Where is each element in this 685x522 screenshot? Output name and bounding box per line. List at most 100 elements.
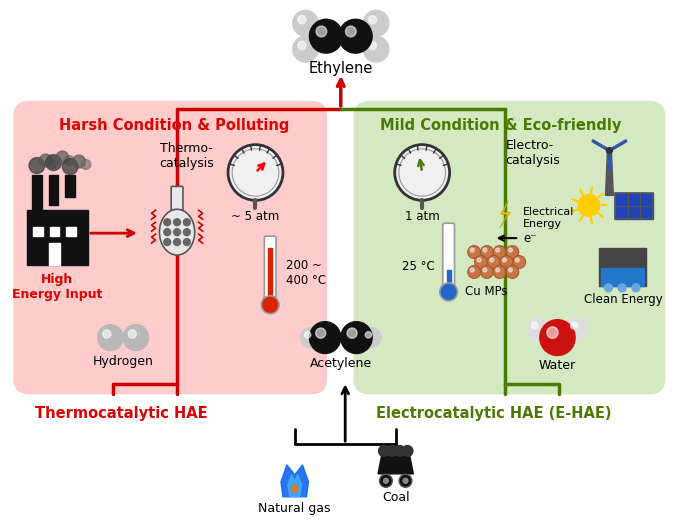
Circle shape — [477, 258, 481, 262]
Circle shape — [73, 155, 86, 168]
Text: Cu MPs: Cu MPs — [464, 285, 507, 298]
Circle shape — [363, 36, 389, 62]
Circle shape — [123, 325, 149, 350]
Circle shape — [513, 256, 525, 268]
Text: Coal: Coal — [382, 491, 410, 504]
Bar — [27, 210, 88, 265]
Circle shape — [341, 322, 372, 353]
Bar — [33, 227, 42, 236]
Circle shape — [527, 318, 549, 340]
Circle shape — [500, 256, 513, 268]
Polygon shape — [499, 200, 510, 228]
Circle shape — [301, 328, 320, 348]
Circle shape — [173, 239, 181, 245]
Circle shape — [508, 268, 512, 272]
Text: Hydrogen: Hydrogen — [92, 355, 153, 369]
Text: 25 °C: 25 °C — [402, 260, 435, 274]
Circle shape — [173, 229, 181, 235]
Text: Electrocatalytic HAE (E-HAE): Electrocatalytic HAE (E-HAE) — [376, 406, 612, 421]
Polygon shape — [292, 485, 298, 492]
Circle shape — [298, 16, 306, 24]
Bar — [32, 175, 42, 213]
Circle shape — [496, 268, 499, 272]
Circle shape — [164, 219, 171, 226]
Circle shape — [103, 330, 111, 338]
Circle shape — [316, 328, 326, 338]
Circle shape — [81, 160, 91, 170]
Circle shape — [470, 268, 474, 272]
Bar — [49, 175, 58, 205]
Circle shape — [399, 474, 412, 488]
FancyBboxPatch shape — [353, 101, 665, 394]
Text: Water: Water — [539, 360, 576, 373]
Circle shape — [515, 258, 519, 262]
Circle shape — [128, 330, 136, 338]
Text: Natural gas: Natural gas — [258, 502, 331, 515]
Circle shape — [228, 145, 283, 200]
FancyArrow shape — [608, 150, 610, 171]
Circle shape — [164, 229, 171, 235]
Circle shape — [64, 156, 74, 165]
Circle shape — [310, 19, 342, 53]
Circle shape — [506, 245, 519, 258]
Circle shape — [184, 219, 190, 226]
Circle shape — [480, 245, 493, 258]
Bar — [615, 193, 653, 219]
Circle shape — [487, 256, 500, 268]
FancyBboxPatch shape — [13, 101, 327, 394]
Circle shape — [483, 248, 487, 252]
FancyArrow shape — [609, 140, 627, 151]
Bar — [269, 248, 272, 298]
Circle shape — [347, 328, 357, 338]
Circle shape — [540, 319, 575, 355]
Circle shape — [468, 266, 480, 278]
FancyBboxPatch shape — [171, 186, 183, 210]
Circle shape — [395, 445, 405, 456]
Circle shape — [490, 258, 494, 262]
Polygon shape — [606, 150, 613, 195]
Bar — [599, 248, 646, 286]
Polygon shape — [281, 465, 308, 497]
Bar — [49, 243, 60, 265]
Text: Mild Condition & Eco-friendly: Mild Condition & Eco-friendly — [380, 118, 621, 133]
Circle shape — [298, 41, 306, 50]
Circle shape — [475, 256, 487, 268]
Circle shape — [496, 248, 499, 252]
Text: e⁻: e⁻ — [523, 232, 536, 245]
Circle shape — [547, 327, 558, 338]
Circle shape — [480, 266, 493, 278]
Circle shape — [578, 194, 599, 216]
Circle shape — [316, 26, 327, 37]
Circle shape — [56, 151, 68, 164]
Circle shape — [345, 26, 356, 37]
Bar — [447, 270, 451, 282]
Text: Ethylene: Ethylene — [309, 61, 373, 76]
Circle shape — [365, 331, 371, 338]
Text: High
Energy Input: High Energy Input — [12, 273, 103, 301]
Text: 200 ~
400 °C: 200 ~ 400 °C — [286, 259, 326, 287]
Circle shape — [571, 322, 577, 329]
Text: Thermocatalytic HAE: Thermocatalytic HAE — [35, 406, 208, 421]
Circle shape — [402, 445, 413, 456]
Circle shape — [379, 474, 393, 488]
Circle shape — [403, 478, 408, 483]
Circle shape — [363, 10, 389, 36]
Circle shape — [508, 248, 512, 252]
Circle shape — [62, 159, 78, 174]
Circle shape — [184, 229, 190, 235]
Circle shape — [532, 322, 538, 329]
Text: Clean Energy: Clean Energy — [584, 293, 662, 306]
Circle shape — [184, 239, 190, 245]
FancyArrow shape — [592, 140, 610, 151]
Circle shape — [606, 148, 612, 153]
Text: Electro-
catalysis: Electro- catalysis — [506, 139, 560, 167]
Circle shape — [632, 284, 640, 292]
Circle shape — [605, 284, 612, 292]
Text: Thermo-
catalysis: Thermo- catalysis — [160, 143, 214, 171]
Circle shape — [369, 16, 377, 24]
Ellipse shape — [160, 209, 195, 255]
FancyBboxPatch shape — [264, 236, 276, 300]
Text: ~ 5 atm: ~ 5 atm — [232, 210, 279, 223]
Text: Acetylene: Acetylene — [310, 358, 372, 371]
Polygon shape — [288, 475, 301, 497]
